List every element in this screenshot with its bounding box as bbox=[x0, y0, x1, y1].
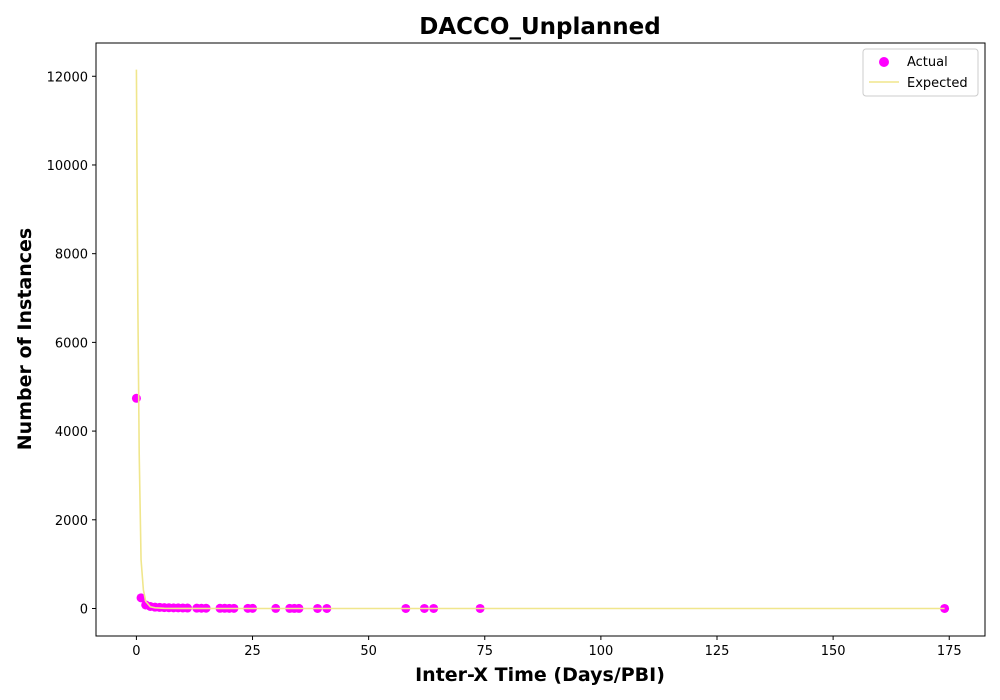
legend: Actual Expected bbox=[862, 48, 979, 97]
x-tick-label: 25 bbox=[244, 644, 261, 659]
x-tick-label: 75 bbox=[476, 644, 493, 659]
x-tick-label: 150 bbox=[821, 644, 846, 659]
series-line-expected bbox=[135, 69, 945, 610]
legend-label-expected: Expected bbox=[907, 76, 968, 91]
y-tick-label: 2000 bbox=[55, 514, 88, 529]
legend-box bbox=[862, 48, 979, 97]
y-tick-label: 12000 bbox=[47, 70, 88, 85]
legend-label-actual: Actual bbox=[907, 55, 948, 70]
legend-marker-actual bbox=[879, 57, 889, 67]
x-tick-label: 175 bbox=[937, 644, 962, 659]
data-point-actual bbox=[131, 393, 141, 403]
chart-title: DACCO_Unplanned bbox=[419, 14, 660, 40]
x-axis-ticks: 0 25 50 75 100 125 150 175 bbox=[132, 636, 962, 659]
data-point-actual bbox=[136, 593, 146, 603]
y-tick-label: 8000 bbox=[55, 248, 88, 263]
x-tick-label: 0 bbox=[132, 644, 140, 659]
x-axis-label: Inter-X Time (Days/PBI) bbox=[415, 664, 665, 686]
y-tick-label: 0 bbox=[80, 603, 88, 618]
x-tick-label: 125 bbox=[705, 644, 730, 659]
y-tick-label: 4000 bbox=[55, 425, 88, 440]
data-point-actual bbox=[940, 603, 950, 613]
y-tick-label: 10000 bbox=[47, 159, 88, 174]
x-tick-label: 100 bbox=[588, 644, 613, 659]
y-axis-label: Number of Instances bbox=[14, 228, 36, 450]
y-axis-ticks: 0 2000 4000 6000 8000 10000 12000 bbox=[47, 70, 96, 618]
series-layer bbox=[131, 69, 950, 613]
plot-area bbox=[95, 42, 986, 637]
y-tick-label: 6000 bbox=[55, 336, 88, 351]
x-tick-label: 50 bbox=[360, 644, 377, 659]
